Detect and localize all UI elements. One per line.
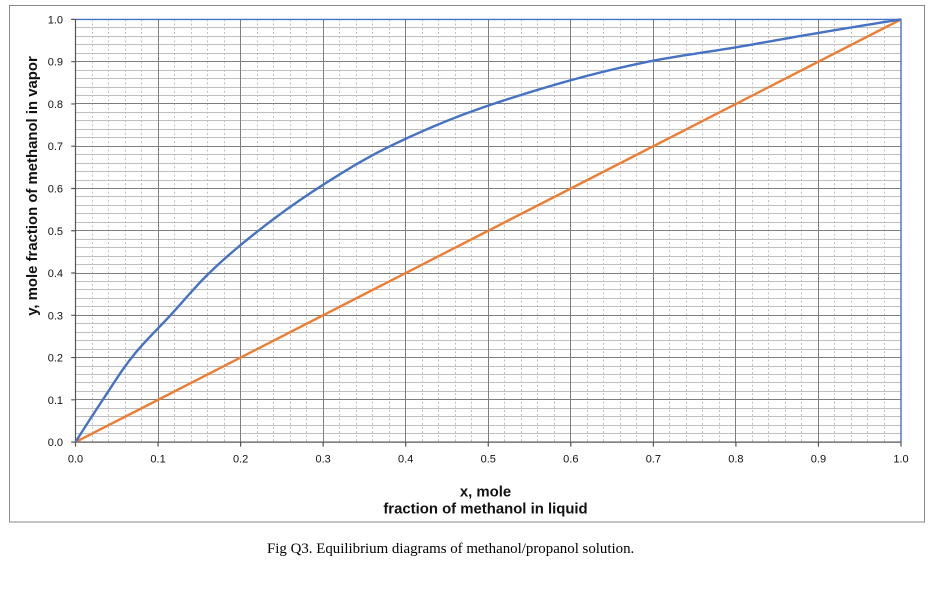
svg-text:fraction of methanol in liquid: fraction of methanol in liquid [383, 502, 587, 518]
svg-text:0.9: 0.9 [811, 453, 826, 465]
svg-text:0.6: 0.6 [563, 453, 578, 465]
svg-text:1.0: 1.0 [893, 453, 908, 465]
svg-text:0.2: 0.2 [48, 353, 63, 365]
svg-text:1.0: 1.0 [48, 14, 63, 26]
svg-text:0.6: 0.6 [48, 183, 63, 195]
svg-text:0.1: 0.1 [48, 395, 63, 407]
svg-text:0.2: 0.2 [233, 453, 248, 465]
svg-text:0.1: 0.1 [150, 453, 165, 465]
svg-text:0.4: 0.4 [398, 453, 413, 465]
svg-text:0.8: 0.8 [48, 99, 63, 111]
svg-text:0.7: 0.7 [48, 141, 63, 153]
svg-text:0.8: 0.8 [728, 453, 743, 465]
svg-text:0.7: 0.7 [646, 453, 661, 465]
svg-text:y, mole fraction of methanol i: y, mole fraction of methanol in vapor [25, 56, 41, 316]
svg-text:x, mole: x, mole [460, 485, 511, 501]
svg-text:0.5: 0.5 [481, 453, 496, 465]
svg-text:0.4: 0.4 [48, 268, 63, 280]
svg-text:0.0: 0.0 [48, 437, 63, 449]
svg-text:0.5: 0.5 [48, 226, 63, 238]
svg-text:0.3: 0.3 [48, 310, 63, 322]
svg-text:0.9: 0.9 [48, 57, 63, 69]
svg-text:0.0: 0.0 [68, 453, 83, 465]
svg-text:0.3: 0.3 [316, 453, 331, 465]
svg-text:Fig Q3. Equilibrium diagrams o: Fig Q3. Equilibrium diagrams of methanol… [267, 541, 634, 557]
